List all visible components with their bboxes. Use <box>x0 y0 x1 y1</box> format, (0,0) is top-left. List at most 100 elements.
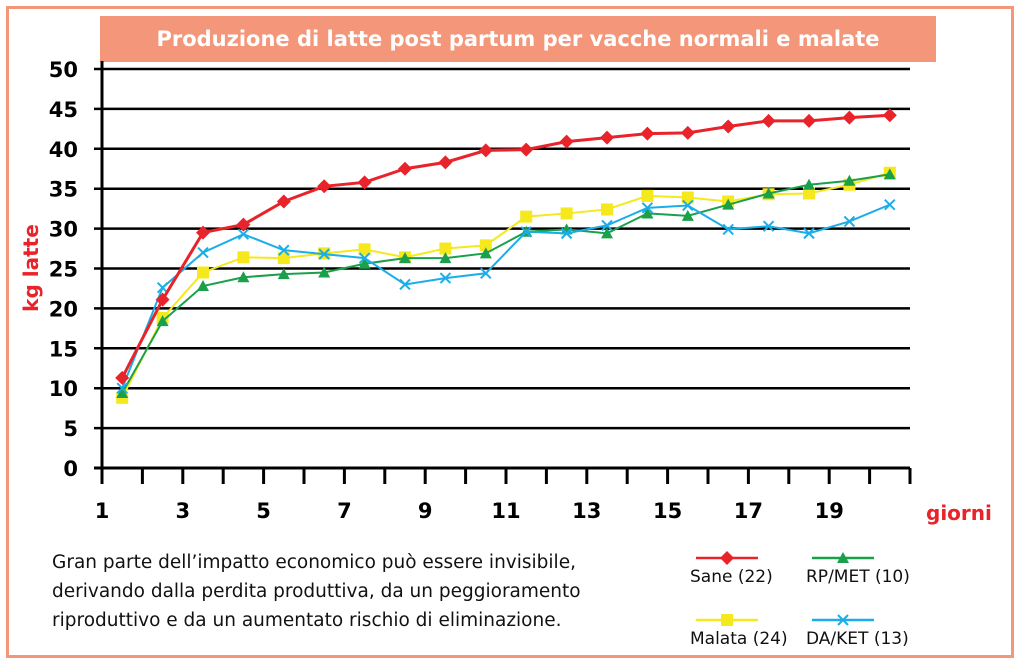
triangle-marker <box>197 280 209 292</box>
triangle-marker <box>641 207 654 219</box>
y-tick-label: 15 <box>49 337 78 361</box>
diamond-marker <box>640 126 655 141</box>
outer-frame <box>6 6 1014 658</box>
triangle-marker <box>843 174 856 186</box>
x-marker-stroke <box>480 267 492 279</box>
square-marker <box>479 239 492 252</box>
series-sane <box>115 108 897 385</box>
square-marker <box>601 203 613 216</box>
diamond-marker <box>680 125 695 140</box>
diamond-marker <box>115 370 130 385</box>
triangle-marker <box>883 168 896 180</box>
legend-swatch <box>812 614 874 626</box>
diamond-marker <box>317 179 332 194</box>
square-marker <box>277 252 290 265</box>
x-marker-stroke <box>399 278 411 291</box>
x-tick-label: 1 <box>95 499 110 523</box>
x-marker <box>884 198 896 211</box>
x-tick-label: 5 <box>256 499 271 523</box>
x-tick-label: 13 <box>572 499 601 523</box>
x-tick-label: 19 <box>815 499 844 523</box>
triangle-marker <box>399 252 411 264</box>
y-tick-label: 20 <box>49 297 78 321</box>
x-marker <box>318 248 330 260</box>
triangle-marker <box>681 209 694 221</box>
diamond-marker <box>155 292 170 307</box>
y-tick-label: 35 <box>49 178 78 202</box>
x-marker <box>399 278 411 291</box>
x-marker-stroke <box>439 272 452 284</box>
square-marker <box>439 242 452 255</box>
y-axis-label: kg latte <box>19 224 43 312</box>
square-marker <box>721 614 733 626</box>
x-marker-stroke <box>237 228 250 240</box>
y-tick-label: 25 <box>49 258 78 282</box>
diamond-marker <box>559 134 574 149</box>
diamond-marker <box>600 130 614 145</box>
diamond-marker <box>721 119 736 134</box>
diamond-marker <box>236 217 251 232</box>
legend-swatch <box>812 552 874 563</box>
square-marker <box>520 210 533 223</box>
y-tick-label: 45 <box>49 98 78 122</box>
diamond-marker <box>761 113 776 128</box>
x-tick-label: 7 <box>337 499 352 523</box>
diamond-marker <box>438 155 453 170</box>
triangle-marker <box>722 198 735 210</box>
diamond-marker <box>802 113 816 128</box>
triangle-marker <box>601 227 613 239</box>
x-marker <box>843 215 856 228</box>
x-marker <box>237 228 250 240</box>
triangle-marker <box>439 252 452 264</box>
x-marker-stroke <box>843 215 856 228</box>
x-marker-stroke <box>682 199 694 212</box>
y-tick-label: 30 <box>49 218 78 242</box>
legend-swatch <box>696 614 758 626</box>
legend-label: RP/MET (10) <box>806 567 910 587</box>
y-tick-label: 5 <box>63 417 78 441</box>
x-marker-stroke <box>837 614 849 626</box>
square-marker <box>803 187 815 200</box>
legend-label: DA/KET (13) <box>806 629 909 649</box>
series-line <box>121 203 891 389</box>
x-tick-label: 11 <box>491 499 520 523</box>
x-marker <box>722 223 734 236</box>
square-marker <box>237 251 250 264</box>
square-marker <box>197 266 209 279</box>
x-marker <box>762 220 775 232</box>
x-marker <box>480 267 492 279</box>
series-line <box>120 113 890 379</box>
x-marker <box>803 227 815 240</box>
square-marker <box>560 207 573 220</box>
triangle-marker <box>237 271 250 283</box>
x-marker <box>560 227 573 240</box>
x-marker-stroke <box>560 227 573 240</box>
triangle-marker <box>277 268 290 280</box>
x-marker-stroke <box>358 252 371 264</box>
series-group <box>115 108 897 404</box>
x-tick-label: 17 <box>734 499 763 523</box>
triangle-marker <box>837 552 849 563</box>
x-axis-label: giorni <box>926 501 992 525</box>
x-marker <box>682 199 694 212</box>
square-marker <box>358 243 371 256</box>
triangle-marker <box>156 315 169 327</box>
series-malata <box>116 166 896 404</box>
square-marker <box>681 191 694 204</box>
x-marker <box>641 202 654 214</box>
x-tick-label: 15 <box>653 499 682 523</box>
caption-text: Gran parte dell’impatto economico può es… <box>52 552 581 631</box>
legend-swatch <box>696 551 758 565</box>
triangle-marker <box>479 247 492 259</box>
y-tick-label: 0 <box>63 457 78 481</box>
x-marker <box>439 272 452 284</box>
x-marker-stroke <box>116 382 128 394</box>
series-da-ket <box>116 198 896 394</box>
x-marker <box>601 219 613 232</box>
legend-label: Malata (24) <box>690 629 788 649</box>
diamond-marker <box>357 175 372 190</box>
diamond-marker <box>882 108 897 123</box>
square-marker <box>641 189 654 202</box>
x-marker <box>520 226 532 238</box>
